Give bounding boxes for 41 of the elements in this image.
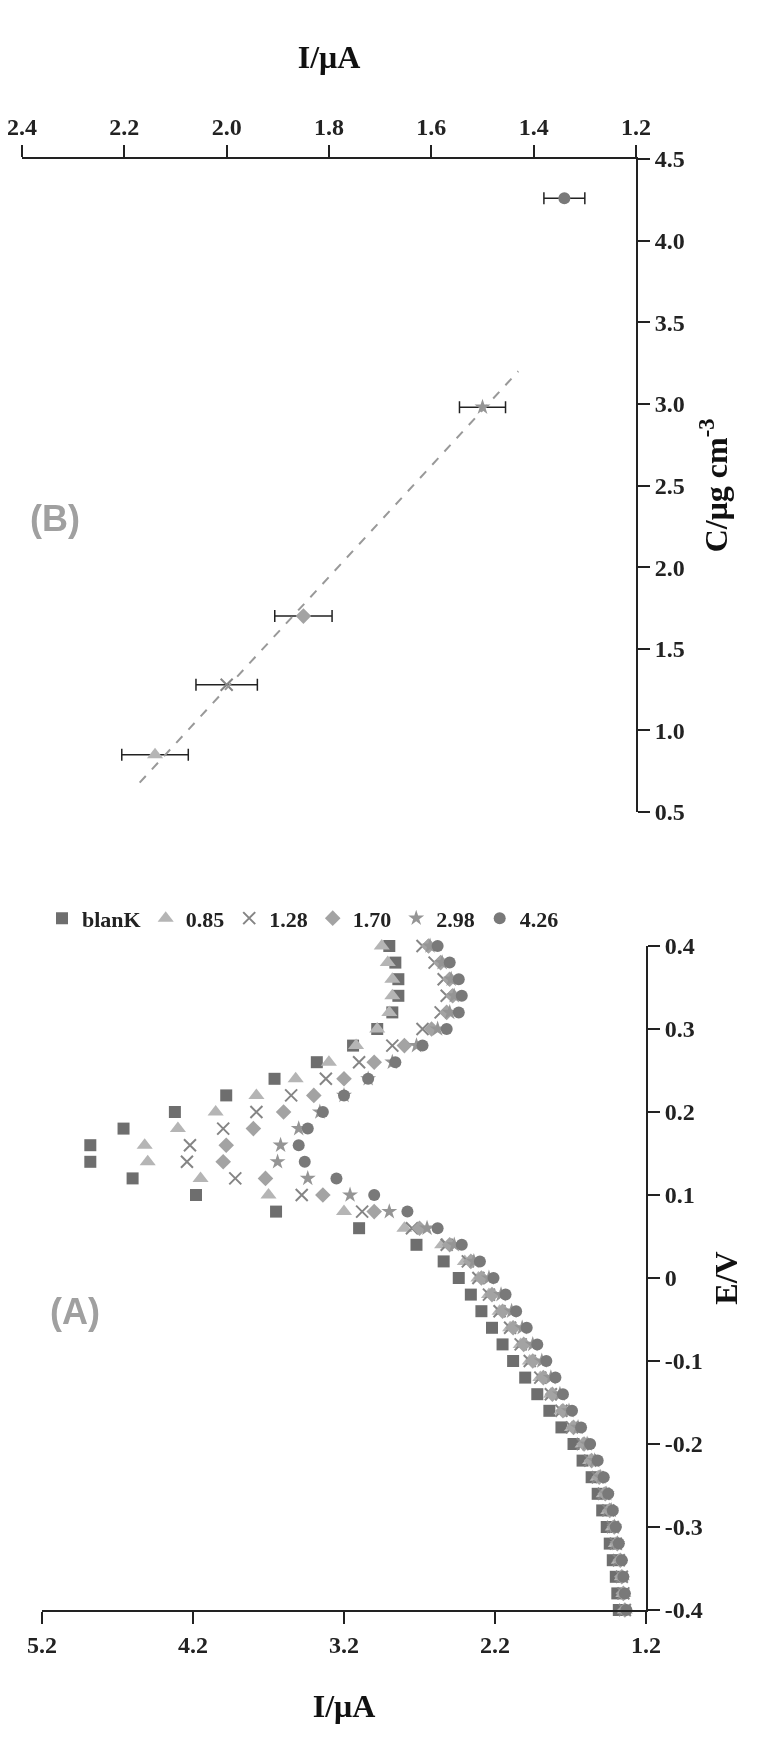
annotation: (B) (30, 498, 80, 539)
y-tick-label: 0.5 (654, 799, 685, 826)
x-tick-label: 1.8 (314, 114, 344, 141)
legend-label: blanK (82, 906, 141, 932)
y-tick-label: 0.2 (664, 1099, 695, 1126)
y-tick-label: 0.1 (664, 1182, 695, 1209)
y-tick-label: 4.0 (654, 228, 685, 255)
y-tick-label: 0.3 (664, 1016, 695, 1043)
x-tick-label: 1.6 (416, 114, 447, 141)
x-tick-label: 2.2 (480, 1631, 510, 1658)
y-tick-label: -0.4 (664, 1597, 703, 1624)
y-tick-label: 1.0 (654, 717, 685, 744)
legend-label: 1.28 (269, 906, 308, 932)
x-tick-label: 4.2 (178, 1631, 208, 1658)
legend-label: 0.85 (185, 906, 225, 932)
x-tick-label: 5.2 (27, 1631, 57, 1658)
y-tick-label: 2.5 (654, 472, 685, 499)
x-axis-title: I/μA (297, 39, 361, 75)
x-tick-label: 1.2 (631, 1631, 661, 1658)
x-tick-label: 2.2 (109, 114, 140, 141)
y-tick-label: 0.4 (664, 933, 695, 960)
y-axis-title: E/V (708, 1251, 744, 1305)
x-tick-label: 2.4 (7, 114, 37, 141)
annotation: (A) (50, 1291, 100, 1332)
x-tick-label: 3.2 (329, 1631, 359, 1658)
legend-label: 4.26 (519, 906, 559, 932)
x-tick-label: 1.4 (518, 114, 549, 141)
legend-label: 1.70 (352, 906, 392, 932)
legend-label: 2.98 (436, 906, 475, 932)
x-tick-label: 1.2 (621, 114, 651, 141)
y-tick-label: 4.5 (654, 146, 685, 173)
y-tick-label: -0.1 (664, 1348, 703, 1375)
x-axis-title: I/μA (312, 1688, 376, 1724)
y-tick-label: 3.5 (654, 309, 685, 336)
y-tick-label: 3.0 (654, 391, 685, 418)
y-tick-label: 1.5 (654, 636, 685, 663)
y-tick-label: 0 (664, 1265, 677, 1292)
x-tick-label: 2.0 (211, 114, 242, 141)
y-tick-label: -0.3 (664, 1514, 703, 1541)
y-tick-label: -0.2 (664, 1431, 703, 1458)
y-tick-label: 2.0 (654, 554, 685, 581)
